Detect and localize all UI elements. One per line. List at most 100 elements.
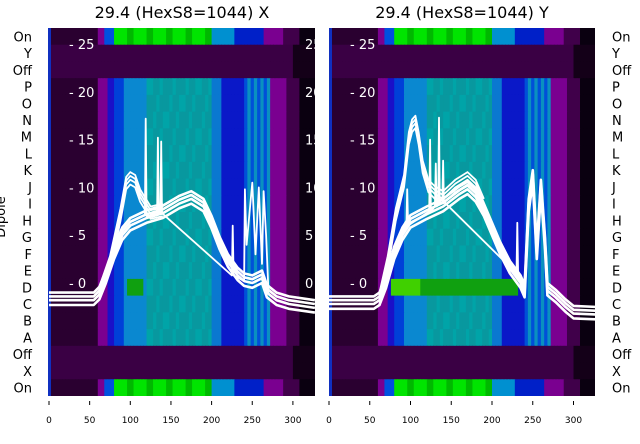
heatmap-cell [407,195,412,213]
heatmap-cell [514,128,519,146]
heatmap-cell [279,61,284,79]
heatmap-cell [443,178,447,196]
heatmap-cell [501,161,506,180]
heatmap-cell [505,111,509,129]
heatmap-cell [485,295,490,313]
heatmap-cell [68,145,73,163]
heatmap-cell [449,111,454,129]
heatmap-cell [377,228,382,247]
heatmap-cell [537,145,542,163]
heatmap-cell [355,128,359,146]
heatmap-cell [417,178,421,196]
heatmap-cell [433,111,438,129]
heatmap-cell [312,228,315,247]
heatmap-cell [75,44,79,63]
heatmap-cell [482,228,487,247]
heatmap-cell [130,111,135,129]
heatmap-cell [452,28,457,46]
heatmap-cell [449,329,454,347]
heatmap-cell [263,78,268,96]
heatmap-cell [355,379,359,396]
heatmap-cell [185,379,190,396]
heatmap-cell [557,195,562,213]
heatmap-cell [518,245,522,263]
heatmap-cell [192,295,196,313]
heatmap-cell [276,78,281,96]
heatmap-cell [524,145,529,163]
heatmap-cell [253,128,258,146]
heatmap-cell [420,379,425,396]
heatmap-cell [351,379,356,396]
heatmap-cell [101,295,105,313]
heatmap-cell [276,61,281,79]
heatmap-cell [472,362,477,380]
heatmap-cell [149,228,154,247]
heatmap-cell [550,145,555,163]
heatmap-cell [351,228,356,247]
heatmap-cell [508,295,513,313]
heatmap-cell [400,262,405,280]
heatmap-cell [553,312,558,330]
heatmap-cell [449,78,454,96]
heatmap-cell [521,128,526,146]
heatmap-cell [52,262,57,280]
heatmap-cell [342,94,346,113]
heatmap-cell [469,111,474,129]
heatmap-cell [195,78,200,96]
heatmap-cell [81,379,86,396]
heatmap-cell [381,145,386,163]
heatmap-cell [469,28,474,46]
heatmap-cell [501,295,506,313]
heatmap-cell [537,329,542,347]
heatmap-cell [107,379,112,396]
heatmap-cell [332,195,337,213]
heatmap-cell [279,94,284,113]
heatmap-cell [452,111,457,129]
heatmap-cell [390,278,395,297]
heatmap-cell [576,212,581,230]
heatmap-cell [397,111,402,129]
heatmap-cell [120,262,125,280]
heatmap-cell [586,145,591,163]
heatmap-cell [146,28,151,46]
heatmap-cell [449,44,454,63]
heatmap-cell [518,379,522,396]
heatmap-cell [580,312,584,330]
heatmap-cell [127,228,131,247]
heatmap-cell [472,161,477,180]
heatmap-cell [283,228,287,247]
heatmap-cell [292,61,297,79]
heatmap-cell [140,245,144,263]
heatmap-cell [283,128,287,146]
heatmap-cell [355,28,359,46]
heatmap-cell [335,161,340,180]
heatmap-cell [205,312,209,330]
heatmap-cell [589,312,594,330]
heatmap-cell [342,161,346,180]
heatmap-cell [130,161,135,180]
heatmap-cell [566,78,571,96]
heatmap-cell [302,128,307,146]
heatmap-cell [508,145,513,163]
heatmap-cell [553,28,558,46]
heatmap-cell [430,61,434,79]
heatmap-cell [540,245,545,263]
heatmap-cell [452,161,457,180]
heatmap-cell [263,312,268,330]
heatmap-cell [198,362,203,380]
heatmap-cell [550,161,555,180]
heatmap-cell [459,245,464,263]
heatmap-cell [381,128,386,146]
heatmap-cell [136,195,141,213]
heatmap-cell [292,128,297,146]
heatmap-cell [390,312,395,330]
x-tick-label: 0 [46,416,52,426]
heatmap-cell [205,145,209,163]
heatmap-cell [159,379,164,396]
heatmap-cell [227,94,232,113]
heatmap-cell [227,78,232,96]
heatmap-cell [91,28,96,46]
heatmap-cell [162,245,167,263]
heatmap-cell [185,111,190,129]
heatmap-cell [397,329,402,347]
